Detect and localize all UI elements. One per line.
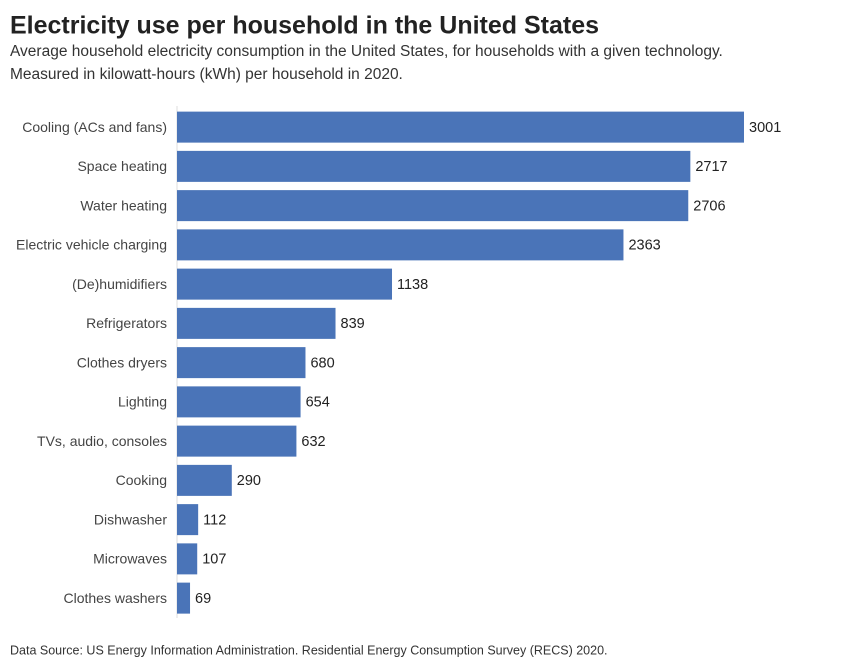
bar bbox=[177, 347, 306, 379]
value-label: 654 bbox=[306, 395, 330, 411]
source-note: Data Source: US Energy Information Admin… bbox=[10, 643, 608, 657]
y-tick-label: Cooling (ACs and fans) bbox=[22, 119, 167, 135]
y-tick-label: Refrigerators bbox=[86, 315, 167, 331]
bar bbox=[177, 386, 301, 418]
chart-subtitle: Average household electricity consumptio… bbox=[10, 43, 723, 60]
value-label: 680 bbox=[310, 355, 334, 371]
chart-subtitle: Measured in kilowatt-hours (kWh) per hou… bbox=[10, 66, 403, 83]
y-tick-label: Water heating bbox=[80, 197, 167, 213]
value-label: 2363 bbox=[628, 238, 660, 254]
bar bbox=[177, 150, 691, 182]
chart-title: Electricity use per household in the Uni… bbox=[10, 12, 599, 40]
y-tick-label: Electric vehicle charging bbox=[16, 237, 167, 253]
value-label: 1138 bbox=[397, 277, 428, 293]
value-label: 2706 bbox=[693, 198, 725, 214]
value-label: 69 bbox=[195, 591, 211, 607]
bar bbox=[177, 543, 198, 575]
y-tick-label: Microwaves bbox=[93, 551, 167, 567]
value-label: 112 bbox=[203, 512, 226, 528]
value-label: 2717 bbox=[695, 159, 727, 175]
value-label: 839 bbox=[341, 316, 365, 332]
value-label: 107 bbox=[202, 552, 226, 568]
y-tick-label: Clothes washers bbox=[64, 590, 168, 606]
value-label: 632 bbox=[301, 434, 325, 450]
bar bbox=[177, 582, 191, 614]
y-tick-label: (De)humidifiers bbox=[72, 276, 167, 292]
y-tick-label: Cooking bbox=[116, 472, 167, 488]
value-label: 290 bbox=[237, 473, 261, 489]
bar bbox=[177, 268, 393, 300]
y-tick-label: Lighting bbox=[118, 394, 167, 410]
bar bbox=[177, 464, 232, 496]
bar bbox=[177, 190, 689, 222]
y-tick-label: Dishwasher bbox=[94, 511, 167, 527]
bar bbox=[177, 229, 624, 261]
bar bbox=[177, 425, 297, 457]
y-tick-label: Space heating bbox=[77, 158, 167, 174]
bar bbox=[177, 307, 336, 339]
y-tick-label: Clothes dryers bbox=[77, 354, 167, 370]
bar bbox=[177, 111, 744, 143]
y-tick-label: TVs, audio, consoles bbox=[37, 433, 167, 449]
value-label: 3001 bbox=[749, 120, 781, 136]
bar bbox=[177, 504, 199, 536]
